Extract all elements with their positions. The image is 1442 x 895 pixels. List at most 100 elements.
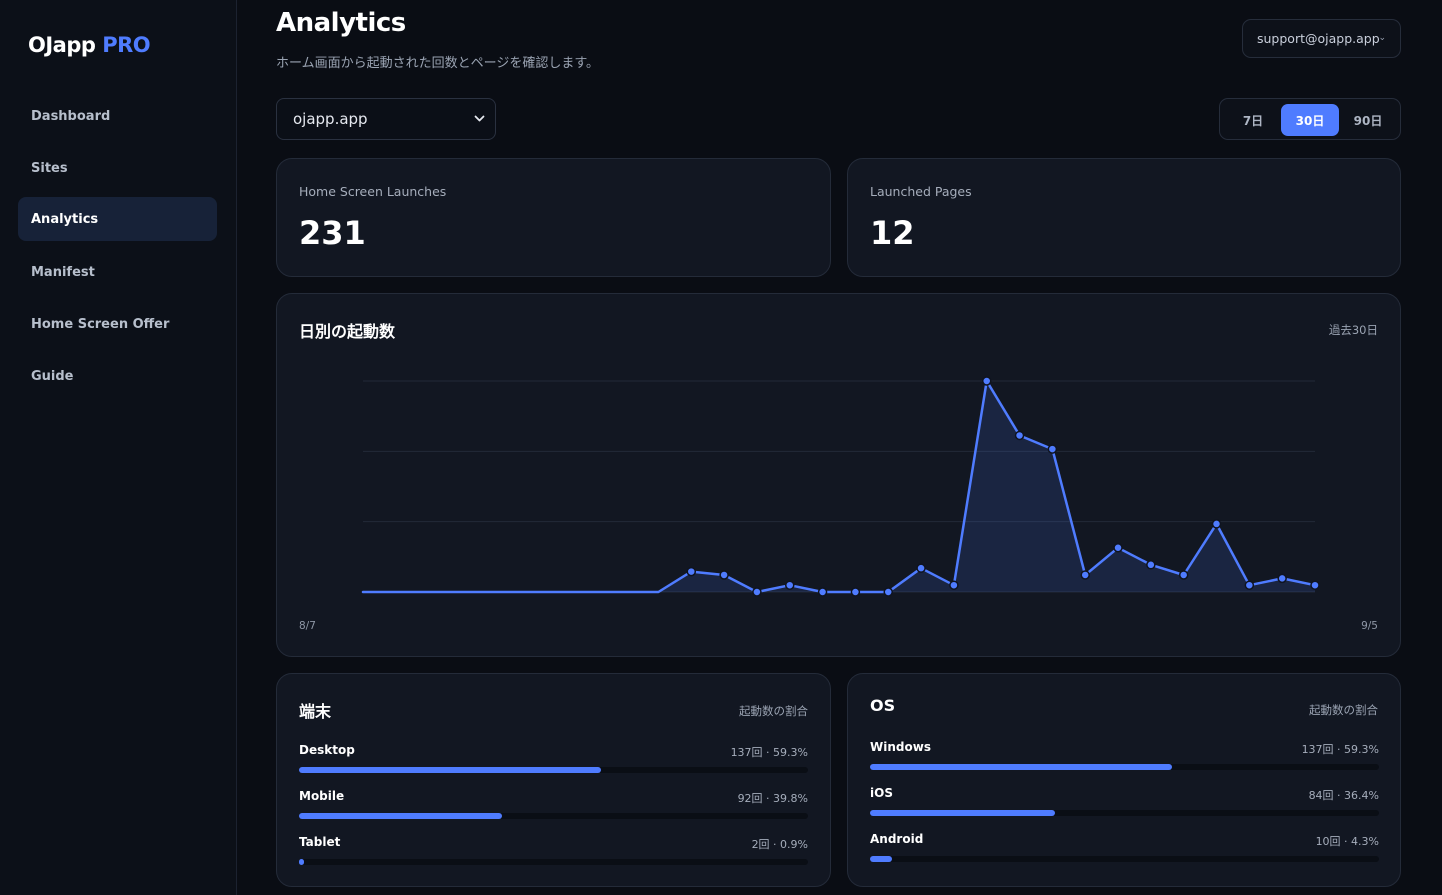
chart-data-point [752, 587, 762, 597]
chart-data-point [1277, 573, 1287, 584]
bar-value: 137回 · 59.3% [1301, 743, 1379, 756]
chart-data-point [1310, 580, 1320, 590]
sidebar-item-label: Sites [31, 160, 68, 176]
bar-fill [870, 856, 892, 862]
sidebar-item-dashboard[interactable]: Dashboard [18, 94, 217, 138]
brand-logo[interactable]: OJapp PRO [28, 33, 151, 57]
brand-badge: PRO [102, 33, 151, 57]
chart-title: 日別の起動数 [299, 322, 396, 341]
stat-value: 12 [870, 214, 915, 252]
page-title: Analytics [276, 8, 406, 38]
site-select[interactable]: ojapp.app [276, 98, 496, 140]
stat-label: Launched Pages [870, 184, 972, 199]
device-row-desktop: Desktop 137回 · 59.3% [299, 743, 808, 783]
os-breakdown-card: OS 起動数の割合 Windows 137回 · 59.3% iOS 84回 ·… [847, 673, 1401, 887]
sidebar-item-label: Guide [31, 368, 74, 384]
chevron-down-icon [474, 111, 485, 130]
os-row-android: Android 10回 · 4.3% [870, 832, 1379, 872]
bar-track [870, 856, 1379, 862]
daily-launch-chart-card: 日別の起動数 過去30日 8/7 9/5 [276, 293, 1401, 657]
bar-value: 137回 · 59.3% [730, 746, 808, 759]
sidebar-item-label: Dashboard [31, 108, 111, 124]
device-breakdown-card: 端末 起動数の割合 Desktop 137回 · 59.3% Mobile 92… [276, 673, 831, 887]
chart-data-point [1014, 430, 1025, 441]
bar-fill [870, 764, 1172, 770]
device-breakdown-note: 起動数の割合 [739, 704, 808, 718]
site-select-value: ojapp.app [293, 110, 368, 128]
stat-card-launches: Home Screen Launches 231 [276, 158, 831, 277]
bar-value: 92回 · 39.8% [737, 792, 808, 805]
bar-track [870, 764, 1379, 770]
chart-data-point [916, 563, 926, 573]
range-7d-button[interactable]: 7日 [1224, 104, 1282, 136]
bar-label: Tablet [299, 835, 341, 849]
bar-label: Mobile [299, 789, 345, 803]
chart-data-point [719, 570, 729, 580]
os-breakdown-title: OS [870, 696, 896, 715]
range-90d-button[interactable]: 90日 [1339, 104, 1397, 136]
chart-data-point [785, 580, 795, 590]
bar-label: iOS [870, 786, 893, 800]
sidebar-item-guide[interactable]: Guide [18, 354, 217, 398]
account-email: support@ojapp.app [1257, 31, 1380, 46]
chart-data-point [1047, 444, 1058, 454]
os-row-ios: iOS 84回 · 36.4% [870, 786, 1379, 826]
sidebar-item-home-screen-offer[interactable]: Home Screen Offer [18, 302, 217, 346]
bar-track [299, 767, 808, 773]
device-breakdown-title: 端末 [299, 702, 332, 721]
range-label: 7日 [1242, 113, 1264, 128]
bar-label: Desktop [299, 743, 355, 757]
range-toggle: 7日 30日 90日 [1219, 98, 1401, 140]
chart-data-point [686, 566, 697, 577]
bar-fill [299, 813, 502, 819]
chart-data-point [981, 376, 992, 386]
os-row-windows: Windows 137回 · 59.3% [870, 740, 1379, 780]
chart-area-fill [363, 381, 1315, 592]
chevron-down-icon: ⌄ [1378, 33, 1386, 43]
stat-label: Home Screen Launches [299, 184, 447, 199]
device-row-mobile: Mobile 92回 · 39.8% [299, 789, 808, 829]
x-axis-start-label: 8/7 [299, 620, 316, 632]
sidebar: OJapp PRO Dashboard Sites Analytics Mani… [0, 0, 237, 895]
stat-value: 231 [299, 214, 366, 252]
chart-data-point [1080, 570, 1090, 580]
chart-data-point [883, 587, 893, 597]
device-row-tablet: Tablet 2回 · 0.9% [299, 835, 808, 875]
bar-value: 2回 · 0.9% [751, 838, 808, 851]
bar-value: 84回 · 36.4% [1308, 789, 1379, 802]
daily-launch-chart [361, 376, 1320, 597]
bar-label: Android [870, 832, 924, 846]
range-label: 30日 [1295, 113, 1325, 128]
page-subtitle: ホーム画面から起動された回数とページを確認します。 [276, 56, 600, 71]
chart-series-line [361, 379, 1317, 594]
chart-data-point [1211, 519, 1222, 529]
chart-data-point [817, 587, 828, 597]
sidebar-item-manifest[interactable]: Manifest [18, 250, 217, 294]
sidebar-item-label: Analytics [31, 211, 99, 227]
os-breakdown-note: 起動数の割合 [1309, 703, 1378, 717]
sidebar-item-analytics[interactable]: Analytics [18, 197, 217, 241]
sidebar-item-sites[interactable]: Sites [18, 146, 217, 190]
x-axis-end-label: 9/5 [1361, 620, 1378, 632]
chart-data-point [1244, 580, 1255, 590]
bar-track [299, 859, 808, 865]
bar-label: Windows [870, 740, 931, 754]
bar-fill [299, 767, 601, 773]
range-30d-button[interactable]: 30日 [1281, 104, 1339, 136]
range-label: 90日 [1353, 113, 1383, 128]
sidebar-item-label: Manifest [31, 264, 95, 280]
stat-card-pages: Launched Pages 12 [847, 158, 1401, 277]
sidebar-item-label: Home Screen Offer [31, 316, 170, 332]
chart-data-point [1113, 543, 1123, 553]
chart-data-point [949, 580, 959, 590]
chart-data-point [850, 587, 861, 597]
chart-period-note: 過去30日 [1328, 323, 1378, 337]
account-menu-button[interactable]: support@ojapp.app ⌄ [1242, 19, 1401, 58]
brand-name: OJapp [28, 33, 96, 57]
bar-fill [299, 859, 304, 865]
bar-value: 10回 · 4.3% [1315, 835, 1379, 848]
bar-track [299, 813, 808, 819]
bar-fill [870, 810, 1056, 816]
chart-data-point [1146, 560, 1156, 570]
chart-data-point [1178, 570, 1189, 580]
